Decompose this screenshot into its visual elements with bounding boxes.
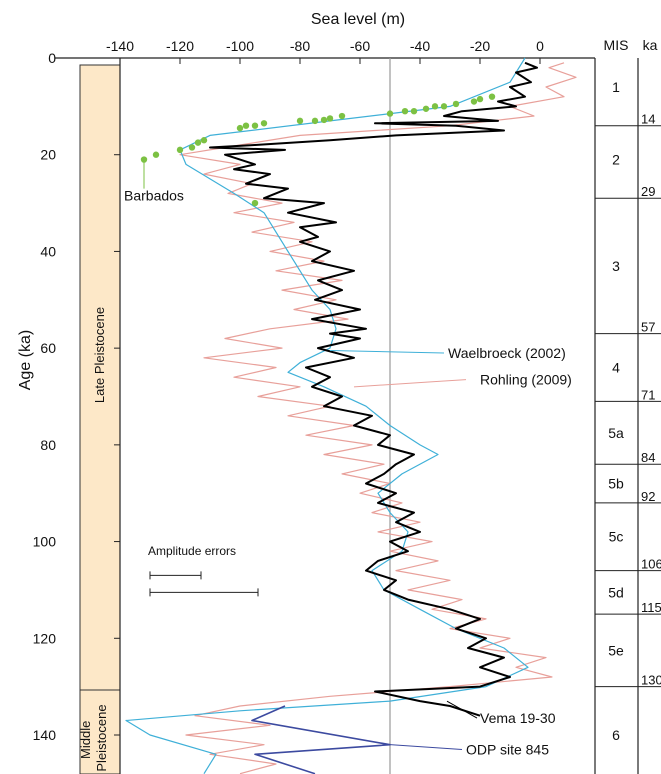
vema-label: Vema 19-30 — [480, 710, 556, 726]
barbados-point — [410, 107, 418, 115]
barbados-point — [320, 116, 328, 124]
odp-leader — [389, 744, 463, 751]
mis-boundary-age-label: 115 — [641, 600, 661, 615]
y-tick-label: 40 — [40, 243, 56, 259]
mis-boundary-age-label: 106 — [641, 557, 661, 572]
rohling-leader — [353, 379, 467, 388]
barbados-point — [401, 107, 409, 115]
x-tick-label: -140 — [106, 38, 134, 54]
mis-stage-label: 1 — [612, 79, 620, 95]
x-tick-label: 0 — [536, 38, 544, 54]
epoch-middle-pleistocene-box — [79, 689, 121, 774]
barbados-point — [152, 151, 160, 158]
mis-stage-label: 5d — [608, 584, 624, 600]
x-tick-group: -140 -120 -100 -80 -60 -40 -20 0 — [106, 38, 544, 64]
plot-frame — [55, 57, 639, 774]
barbados-point — [251, 122, 259, 129]
barbados-point — [236, 124, 244, 132]
barbados-point — [452, 100, 460, 108]
mis-stage-label: 5b — [608, 476, 624, 492]
mis-stage-label: 4 — [612, 359, 620, 375]
x-tick-label: -40 — [410, 38, 430, 54]
barbados-point — [242, 122, 250, 129]
waelbroeck-label: Waelbroeck (2002) — [448, 345, 566, 361]
epoch-column: Late Pleistocene Middle Pleistocene — [78, 64, 121, 774]
barbados-point — [296, 117, 304, 125]
epoch-middle-word: Middle — [78, 721, 93, 759]
series-layer — [125, 57, 577, 774]
y-tick-group: 0 20 40 60 80 100 120 140 — [33, 50, 120, 743]
y-tick-label: 0 — [48, 50, 56, 66]
y-tick-label: 60 — [40, 340, 56, 356]
y-tick-label: 120 — [33, 630, 57, 646]
x-tick-label: -80 — [290, 38, 310, 54]
x-tick-label: -100 — [226, 38, 254, 54]
vema-leader — [446, 700, 478, 719]
y-tick-label: 20 — [40, 147, 56, 163]
mis-boundary-age-label: 130 — [641, 673, 661, 688]
mis-header: MIS — [604, 37, 629, 53]
barbados-point — [476, 95, 484, 103]
barbados-point — [200, 137, 208, 144]
mis-boundary-age-label: 84 — [641, 450, 655, 465]
mis-stage-label: 5c — [609, 529, 624, 545]
barbados-point — [194, 139, 202, 146]
x-tick-label: -20 — [470, 38, 490, 54]
epoch-middle-pleistocene-label: Middle Pleistocene — [78, 704, 109, 771]
barbados-point — [470, 98, 478, 105]
barbados-point — [176, 146, 184, 154]
mis-boundary-age-label: 29 — [641, 184, 655, 199]
waelbroeck-leader — [329, 350, 445, 354]
barbados-point — [440, 103, 448, 110]
barbados-point — [311, 117, 319, 125]
mis-stage-label: 2 — [612, 152, 620, 168]
mis-stage-label: 5a — [608, 425, 624, 441]
y-tick-label: 100 — [33, 534, 57, 550]
mis-stage-label: 6 — [612, 727, 620, 743]
y-tick-label: 140 — [33, 727, 57, 743]
ka-header: ka — [643, 37, 658, 53]
annotation-layer: Barbados Waelbroeck (2002) Rohling (2009) V… — [124, 159, 572, 758]
barbados-point — [431, 103, 439, 110]
amplitude-errors-label: Amplitude errors — [148, 544, 236, 558]
barbados-point — [188, 144, 196, 151]
mis-stage-label: 3 — [612, 258, 620, 274]
barbados-point — [326, 115, 334, 122]
y-tick-label: 80 — [40, 437, 56, 453]
barbados-point — [422, 105, 430, 112]
x-axis-title: Sea level (m) — [311, 11, 405, 28]
epoch-late-pleistocene-label: Late Pleistocene — [92, 307, 107, 403]
mis-boundary-age-label: 57 — [641, 320, 655, 335]
barbados-label: Barbados — [124, 188, 184, 204]
barbados-point — [488, 93, 496, 100]
x-tick-label: -120 — [166, 38, 194, 54]
y-axis-title: Age (ka) — [17, 330, 34, 390]
mis-column: MIS ka 14 29 57 71 84 92 106 115 130 1 2 3 4 5a 5b 5c 5d… — [595, 37, 661, 743]
odp-label: ODP site 845 — [466, 742, 549, 758]
mis-boundary-age-label: 14 — [641, 112, 655, 127]
epoch-late-pleistocene-box — [79, 64, 121, 691]
mis-stage-label: 5e — [608, 642, 624, 658]
series-line-vema-19-30 — [209, 61, 538, 717]
series-line-rohling-2009 — [179, 62, 577, 774]
barbados-point — [386, 110, 394, 117]
barbados-point — [338, 112, 346, 120]
x-tick-label: -60 — [350, 38, 370, 54]
rohling-label: Rohling (2009) — [480, 372, 572, 388]
epoch-pleistocene-word: Pleistocene — [94, 704, 109, 771]
series-line-waelbroeck-2002 — [125, 57, 529, 774]
barbados-point — [260, 120, 268, 127]
mis-boundary-age-label: 92 — [641, 489, 655, 504]
mis-boundary-age-label: 71 — [641, 387, 655, 402]
barbados-point — [251, 199, 259, 207]
